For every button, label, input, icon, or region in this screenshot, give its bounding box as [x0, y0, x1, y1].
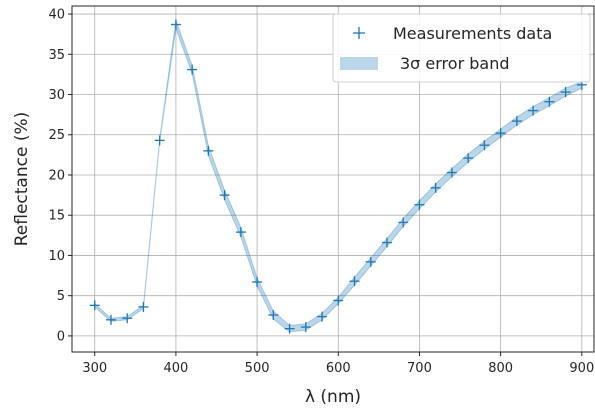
- data-point: [203, 145, 214, 156]
- y-tick-label: 15: [48, 209, 65, 224]
- legend-label-error-band: 3σ error band: [400, 54, 509, 73]
- legend-box: [332, 13, 591, 83]
- data-point: [154, 135, 165, 146]
- plot-frame: [71, 5, 595, 353]
- data-point: [544, 96, 555, 107]
- data-point: [446, 167, 457, 178]
- data-point: [235, 227, 246, 238]
- y-tick-label: 30: [48, 88, 65, 103]
- data-point: [560, 87, 571, 98]
- x-tick-label: 900: [569, 361, 594, 376]
- data-point: [252, 276, 263, 287]
- y-axis-ticks: 0 5 10 15 20 25 30 35 40: [48, 8, 72, 344]
- data-point: [268, 309, 279, 320]
- y-tick-label: 20: [48, 168, 65, 183]
- data-point: [528, 105, 539, 116]
- data-point: [381, 237, 392, 248]
- x-axis-ticks: 300 400 500 600 700 800 900: [82, 352, 594, 376]
- legend-plus-marker-icon: [353, 27, 365, 39]
- data-point: [414, 199, 425, 210]
- data-point: [430, 182, 441, 193]
- data-point: [187, 64, 198, 75]
- data-point: [122, 313, 133, 324]
- x-tick-label: 600: [326, 361, 351, 376]
- data-point: [105, 314, 116, 325]
- legend: Measurements data 3σ error band: [332, 13, 591, 83]
- data-point: [479, 140, 490, 151]
- x-tick-label: 300: [82, 361, 107, 376]
- y-axis-title: Reflectance (%): [12, 112, 32, 247]
- data-point: [317, 311, 328, 322]
- data-point: [89, 300, 100, 311]
- data-point: [284, 323, 295, 334]
- y-tick-label: 40: [48, 8, 65, 23]
- x-tick-label: 700: [407, 361, 432, 376]
- y-tick-label: 5: [57, 289, 65, 304]
- y-tick-label: 35: [48, 48, 65, 63]
- data-point: [300, 322, 311, 333]
- data-point: [511, 116, 522, 127]
- legend-band-swatch: [340, 57, 378, 70]
- measurement-markers: [89, 19, 587, 334]
- x-axis-title: λ (nm): [305, 387, 361, 407]
- x-tick-label: 500: [245, 361, 270, 376]
- data-point: [349, 276, 360, 287]
- y-tick-label: 10: [48, 249, 65, 264]
- data-point: [495, 128, 506, 139]
- data-point: [219, 190, 230, 201]
- y-tick-label: 25: [48, 128, 65, 143]
- data-point: [463, 153, 474, 164]
- data-point: [398, 217, 409, 228]
- data-point: [138, 301, 149, 312]
- data-point: [170, 19, 181, 30]
- data-point: [365, 256, 376, 267]
- y-tick-label: 0: [57, 329, 65, 344]
- x-tick-label: 400: [163, 361, 188, 376]
- data-point: [333, 295, 344, 306]
- legend-label-measurements: Measurements data: [393, 24, 552, 43]
- x-tick-label: 800: [488, 361, 513, 376]
